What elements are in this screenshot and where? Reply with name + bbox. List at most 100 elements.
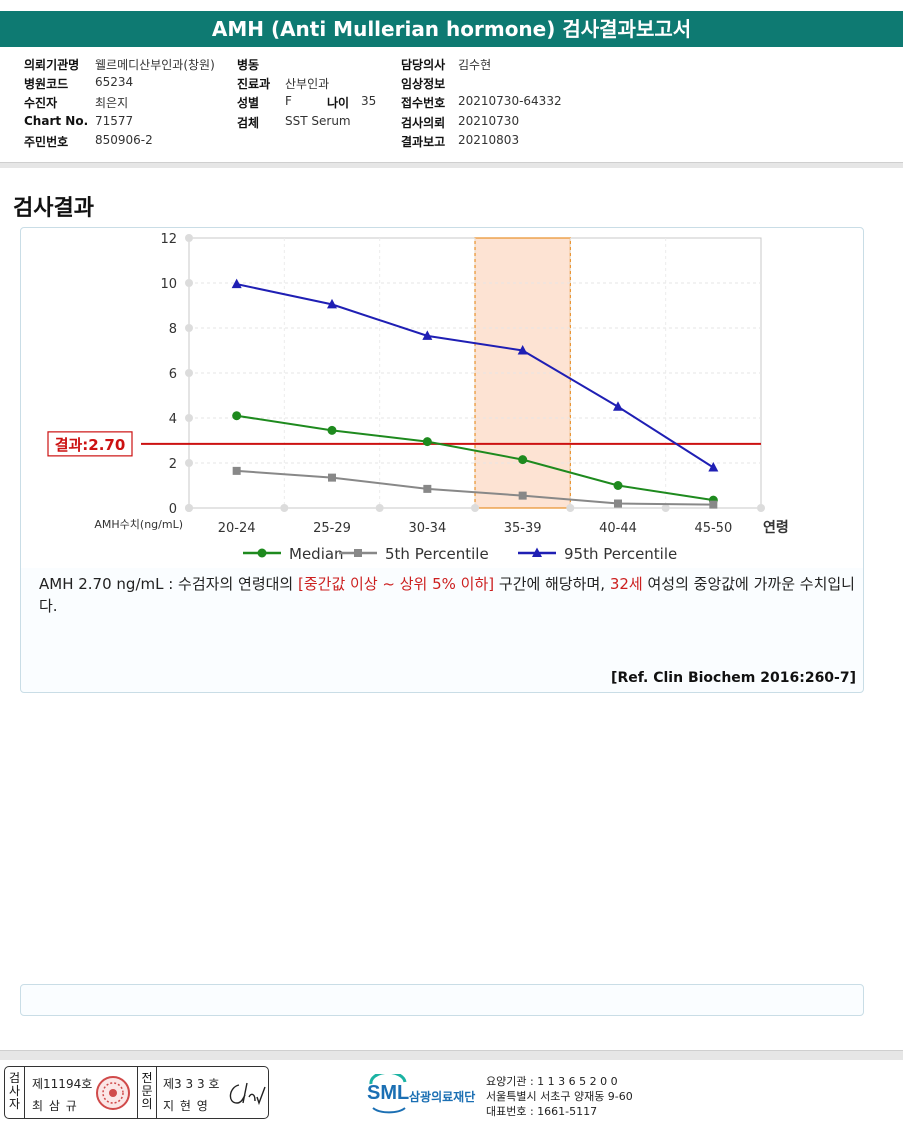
info-doctor: 담당의사 김수현 <box>401 56 491 73</box>
legend-label: 95th Percentile <box>564 545 677 563</box>
x-tick-label: 25-29 <box>313 521 351 536</box>
confirm-label: 전문의 <box>137 1067 157 1118</box>
legend-label: 5th Percentile <box>385 545 489 563</box>
legend-marker <box>257 548 267 558</box>
info-value: SST Serum <box>285 114 351 128</box>
x-tick-dot <box>661 504 670 512</box>
series-line-0 <box>236 414 714 502</box>
signature-box: 검사자 제11194호 최 삼 규 전문의 제3 3 3 호 지 현 영 <box>4 1066 269 1119</box>
confirm-license: 제3 3 3 호 <box>163 1077 220 1091</box>
corp-info: 요양기관 : 1 1 3 6 5 2 0 0 서울특별시 서초구 양재동 9-6… <box>486 1074 633 1119</box>
data-point-0 <box>232 411 242 421</box>
info-value: 20210730 <box>458 114 520 128</box>
desc-range: [중간값 이상 ~ 상위 5% 이하] <box>298 575 495 593</box>
info-label: 접수번호 <box>401 96 446 110</box>
info-label: 병원코드 <box>24 77 69 91</box>
info-value: 20210730-64332 <box>458 94 562 108</box>
info-department: 진료과 산부인과 <box>237 75 329 92</box>
data-point-0 <box>327 425 337 435</box>
result-label: 결과:2.70 <box>55 436 126 454</box>
data-point-2 <box>327 298 337 309</box>
info-id-number: 주민번호 850906-2 <box>24 133 153 150</box>
x-tick-dot <box>185 504 193 512</box>
reference-citation: [Ref. Clin Biochem 2016:260-7] <box>611 670 856 686</box>
footer-divider <box>0 1050 903 1060</box>
info-receipt-no: 접수번호 20210730-64332 <box>401 94 562 111</box>
y-tick-dot <box>185 279 193 287</box>
info-label: 의뢰기관명 <box>24 58 80 72</box>
data-point-1 <box>614 499 622 508</box>
info-label: 검사의뢰 <box>401 116 446 130</box>
y-tick-dot <box>185 234 193 242</box>
info-label: Chart No. <box>24 114 89 128</box>
info-label: 병동 <box>237 58 260 72</box>
data-point-1 <box>709 500 718 509</box>
header-divider <box>0 162 903 168</box>
sml-logo-icon <box>369 1074 407 1114</box>
x-tick-label: 45-50 <box>694 521 732 536</box>
examiner-name: 최 삼 규 <box>32 1099 78 1113</box>
info-label: 수진자 <box>24 96 58 110</box>
info-value: 산부인과 <box>285 77 330 91</box>
y-tick-label: 0 <box>169 502 177 517</box>
info-value: 71577 <box>95 114 134 128</box>
desc-age: 32세 <box>609 575 643 593</box>
y-tick-label: 4 <box>169 412 177 427</box>
legend-marker <box>354 549 362 557</box>
info-label: 검체 <box>237 116 260 130</box>
result-label-box <box>47 431 133 457</box>
info-value: 최은지 <box>95 96 129 110</box>
data-point-2 <box>231 278 242 289</box>
y-tick-label: 6 <box>169 367 177 382</box>
result-panel: 0 2 4 6 8 10 12 20-24 25-29 30-34 35-39 40-44 45-50 연… <box>20 227 864 693</box>
series-line-1 <box>236 469 714 506</box>
data-point-1 <box>518 491 527 500</box>
data-point-1 <box>423 484 432 493</box>
info-chart-no: Chart No. 71577 <box>24 114 133 128</box>
info-report-date: 결과보고 20210803 <box>401 133 519 150</box>
corp-line: 요양기관 : 1 1 3 6 5 2 0 0 <box>486 1075 618 1088</box>
legend-marker <box>532 547 542 557</box>
desc-text: 구간에 해당하며, <box>494 575 610 593</box>
confirm-name: 지 현 영 <box>163 1099 209 1113</box>
desc-text: AMH 2.70 ng/mL : 수검자의 연령대의 <box>39 575 298 593</box>
chart-area: 0 2 4 6 8 10 12 20-24 25-29 30-34 35-39 40-44 45-50 연… <box>21 228 863 568</box>
info-request-date: 검사의뢰 20210730 <box>401 114 519 131</box>
data-point-0 <box>518 455 528 465</box>
patient-info: 의뢰기관명 웰르메디산부인과(창원) 병원코드 65234 수진자 최은지 Ch… <box>0 54 903 162</box>
y-tick-dot <box>185 414 193 422</box>
y-tick-dot <box>185 324 193 332</box>
info-label: 성별 <box>237 96 260 110</box>
info-value: 65234 <box>95 75 134 89</box>
section-title: 검사결과 <box>13 196 94 221</box>
x-tick-dot <box>757 504 765 512</box>
amh-chart: 0 2 4 6 8 10 12 20-24 25-29 30-34 35-39 40-44 45-50 연… <box>47 232 789 563</box>
x-tick-dot <box>471 504 479 512</box>
x-tick-label: 40-44 <box>599 521 637 536</box>
examiner-label-text: 검사자 <box>8 1071 21 1111</box>
data-point-0 <box>613 481 623 490</box>
legend-label: Median <box>289 545 344 563</box>
data-point-1 <box>232 466 241 475</box>
info-label: 임상정보 <box>401 77 446 91</box>
confirm-label-text: 전문의 <box>141 1071 153 1111</box>
y-tick-dot <box>185 369 193 377</box>
info-label: 주민번호 <box>24 135 69 149</box>
y-tick-label: 12 <box>160 232 177 247</box>
y-tick-label: 8 <box>169 322 177 337</box>
info-label: 진료과 <box>237 77 271 91</box>
report-title: AMH (Anti Mullerian hormone) 검사결과보고서 <box>0 11 903 47</box>
x-tick-dot <box>375 504 384 512</box>
org-name: 삼광의료재단 <box>409 1090 476 1104</box>
info-value: 850906-2 <box>95 133 153 147</box>
info-sex: 성별 F <box>237 94 292 111</box>
info-label: 나이 <box>327 96 350 110</box>
data-point-2 <box>517 345 528 355</box>
info-patient: 수진자 최은지 <box>24 94 128 111</box>
x-tick-dot <box>280 504 289 512</box>
y-tick-label: 10 <box>160 277 177 292</box>
y-tick-label: 2 <box>169 457 177 472</box>
y-tick-dot <box>185 459 193 467</box>
info-value: 김수현 <box>458 58 492 72</box>
x-tick-label: 35-39 <box>504 521 542 536</box>
